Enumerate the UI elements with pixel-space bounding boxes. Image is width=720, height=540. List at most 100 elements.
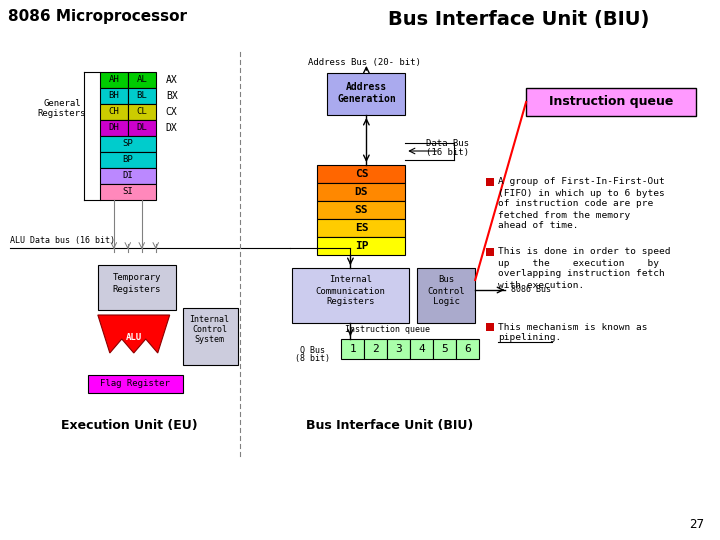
Text: Logic: Logic <box>433 298 459 307</box>
Text: Communication: Communication <box>315 287 385 295</box>
Text: 8086 Microprocessor: 8086 Microprocessor <box>8 9 187 24</box>
Text: ES: ES <box>355 223 368 233</box>
Text: This is done in order to speed: This is done in order to speed <box>498 247 670 256</box>
Text: AH: AH <box>109 76 120 84</box>
Text: Temporary: Temporary <box>112 273 161 282</box>
Text: fetched from the memory: fetched from the memory <box>498 211 631 219</box>
Text: BL: BL <box>136 91 147 100</box>
Text: CS: CS <box>355 169 368 179</box>
FancyBboxPatch shape <box>183 308 238 365</box>
Text: CH: CH <box>109 107 120 117</box>
Text: Registers: Registers <box>37 110 86 118</box>
Text: Control: Control <box>428 287 465 295</box>
Text: Registers: Registers <box>112 286 161 294</box>
Text: Registers: Registers <box>326 298 374 307</box>
Text: Internal: Internal <box>329 275 372 285</box>
Text: Instruction queue: Instruction queue <box>549 96 673 109</box>
Text: SP: SP <box>122 139 133 148</box>
Text: of instruction code are pre: of instruction code are pre <box>498 199 654 208</box>
FancyBboxPatch shape <box>100 168 156 184</box>
Text: This mechanism is known as: This mechanism is known as <box>498 322 648 332</box>
Text: up    the    execution    by: up the execution by <box>498 259 659 267</box>
Text: Data Bus: Data Bus <box>426 138 469 147</box>
Text: 6: 6 <box>464 344 471 354</box>
Text: DS: DS <box>355 187 368 197</box>
FancyBboxPatch shape <box>127 104 156 120</box>
FancyBboxPatch shape <box>100 72 127 88</box>
FancyBboxPatch shape <box>364 339 387 359</box>
Text: 1: 1 <box>349 344 356 354</box>
Text: (16 bit): (16 bit) <box>426 148 469 158</box>
FancyBboxPatch shape <box>410 339 433 359</box>
Text: BX: BX <box>166 91 178 101</box>
FancyBboxPatch shape <box>387 339 410 359</box>
Text: SS: SS <box>355 205 368 215</box>
FancyBboxPatch shape <box>318 183 405 201</box>
Text: 8086 Bus: 8086 Bus <box>511 286 551 294</box>
Text: 4: 4 <box>418 344 425 354</box>
Text: Bus: Bus <box>438 275 454 285</box>
Text: DH: DH <box>109 124 120 132</box>
Text: 2: 2 <box>372 344 379 354</box>
Text: AL: AL <box>136 76 147 84</box>
Text: System: System <box>194 335 225 345</box>
Text: General: General <box>43 99 81 109</box>
Text: Internal: Internal <box>189 315 230 325</box>
Text: with execution.: with execution. <box>498 280 585 289</box>
FancyBboxPatch shape <box>433 339 456 359</box>
Text: Bus Interface Unit (BIU): Bus Interface Unit (BIU) <box>306 418 473 431</box>
Text: pipelining.: pipelining. <box>498 334 562 342</box>
Text: Flag Register: Flag Register <box>100 380 170 388</box>
FancyBboxPatch shape <box>100 120 127 136</box>
FancyBboxPatch shape <box>318 237 405 255</box>
Text: A group of First-In-First-Out: A group of First-In-First-Out <box>498 178 665 186</box>
FancyBboxPatch shape <box>328 73 405 115</box>
Text: BH: BH <box>109 91 120 100</box>
Text: IP: IP <box>355 241 368 251</box>
Polygon shape <box>98 315 170 353</box>
FancyBboxPatch shape <box>318 165 405 183</box>
Text: SI: SI <box>122 187 133 197</box>
FancyBboxPatch shape <box>341 339 364 359</box>
Text: Address: Address <box>346 82 387 92</box>
Text: DI: DI <box>122 172 133 180</box>
FancyBboxPatch shape <box>100 88 127 104</box>
Text: Generation: Generation <box>337 94 396 104</box>
Text: (8 bit): (8 bit) <box>295 354 330 363</box>
Text: DL: DL <box>136 124 147 132</box>
FancyBboxPatch shape <box>486 178 494 186</box>
Text: Address Bus (20- bit): Address Bus (20- bit) <box>308 57 420 66</box>
Text: AX: AX <box>166 75 178 85</box>
Text: (FIFO) in which up to 6 bytes: (FIFO) in which up to 6 bytes <box>498 188 665 198</box>
FancyBboxPatch shape <box>526 88 696 116</box>
FancyBboxPatch shape <box>127 88 156 104</box>
FancyBboxPatch shape <box>486 323 494 331</box>
Text: DX: DX <box>166 123 178 133</box>
FancyBboxPatch shape <box>418 268 475 323</box>
Text: CL: CL <box>136 107 147 117</box>
FancyBboxPatch shape <box>292 268 409 323</box>
FancyBboxPatch shape <box>318 201 405 219</box>
FancyBboxPatch shape <box>100 136 156 152</box>
Text: 27: 27 <box>689 518 704 531</box>
Text: ALU: ALU <box>126 333 142 341</box>
Text: BP: BP <box>122 156 133 165</box>
Text: Control: Control <box>192 326 227 334</box>
FancyBboxPatch shape <box>318 219 405 237</box>
Text: ahead of time.: ahead of time. <box>498 221 579 231</box>
Text: Instruction queue: Instruction queue <box>345 326 430 334</box>
FancyBboxPatch shape <box>100 152 156 168</box>
FancyBboxPatch shape <box>127 120 156 136</box>
Text: 5: 5 <box>441 344 448 354</box>
FancyBboxPatch shape <box>486 248 494 256</box>
Text: Bus Interface Unit (BIU): Bus Interface Unit (BIU) <box>388 10 650 30</box>
Text: Q Bus: Q Bus <box>300 346 325 354</box>
FancyBboxPatch shape <box>100 104 127 120</box>
Text: Execution Unit (EU): Execution Unit (EU) <box>61 418 198 431</box>
FancyBboxPatch shape <box>127 72 156 88</box>
FancyBboxPatch shape <box>98 265 176 310</box>
FancyBboxPatch shape <box>456 339 480 359</box>
Text: overlapping instruction fetch: overlapping instruction fetch <box>498 269 665 279</box>
FancyBboxPatch shape <box>100 184 156 200</box>
Text: CX: CX <box>166 107 178 117</box>
